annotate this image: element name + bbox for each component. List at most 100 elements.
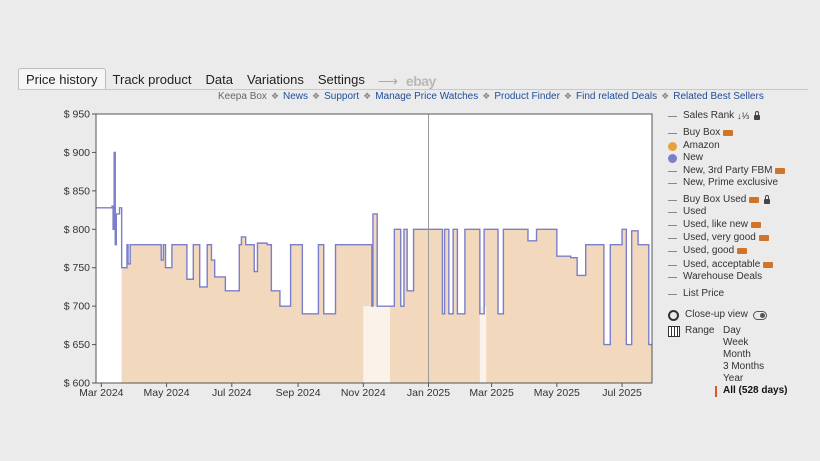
y-tick-label: $ 900 [64,147,90,159]
y-tick-label: $ 800 [64,224,90,236]
range-day[interactable]: Day [723,325,741,336]
plot-frame [95,113,653,384]
range-all[interactable]: All (528 days) [723,385,788,396]
lock-icon [764,194,771,204]
legend-warehouse-deals[interactable]: Warehouse Deals [668,271,762,283]
x-tick-label: Sep 2024 [276,387,321,399]
link-find-related-deals[interactable]: Find related Deals [575,91,658,102]
legend-sales-rank[interactable]: Sales Rank ↓⅓ [668,110,761,122]
diamond-icon: ❖ [482,91,491,101]
truck-icon [758,235,769,241]
stock-gap [479,306,487,383]
diamond-icon: ❖ [270,91,280,101]
diamond-icon: ❖ [563,91,572,101]
legend-label: New, 3rd Party FBM [683,165,773,176]
legend-new[interactable]: New [668,152,703,164]
legend-used-good[interactable]: Used, good [668,245,748,257]
range-3-months[interactable]: 3 Months [723,361,765,372]
truck-icon [737,248,748,254]
legend-label: Used, acceptable [683,259,761,270]
sort-icon[interactable]: ↓⅓ [737,111,750,121]
dash-icon [668,211,677,213]
legend-used-like-new[interactable]: Used, like new [668,219,762,231]
legend-used[interactable]: Used [668,206,706,218]
legend-used-acceptable[interactable]: Used, acceptable [668,259,774,271]
legend-label: Sales Rank [683,110,735,121]
legend-label: Used, good [683,245,735,256]
calendar-icon [668,325,680,337]
x-tick-label: May 2025 [534,387,580,399]
dash-icon [668,199,677,201]
link-product-finder[interactable]: Product Finder [494,91,560,102]
link-support[interactable]: Support [324,91,360,102]
truck-icon [751,222,762,228]
y-tick-label: $ 650 [64,339,90,351]
range-week[interactable]: Week [723,337,749,348]
diamond-icon: ❖ [363,91,372,101]
closeup-view-toggle[interactable]: Close-up view [668,309,767,321]
legend-label: Warehouse Deals [683,271,763,282]
closeup-label: Close-up view [685,309,748,320]
range-year[interactable]: Year [723,373,744,384]
related-links-bar: Keepa Box ❖ News ❖ Support ❖ Manage Pric… [218,91,764,102]
magnifier-icon [668,309,679,321]
legend-list-price[interactable]: List Price [668,288,724,300]
x-tick-label: Mar 2025 [469,387,514,399]
range-month[interactable]: Month [723,349,751,360]
new-dot-icon [668,153,677,163]
legend-new-3p-fbm[interactable]: New, 3rd Party FBM [668,165,786,177]
amazon-dot-icon [668,141,677,151]
tab-price-history[interactable]: Price history [18,68,106,90]
legend-new-prime[interactable]: New, Prime exclusive [668,177,778,189]
dash-icon [668,276,677,278]
range-selected-marker [715,386,717,397]
x-tick-label: Jan 2025 [407,387,450,399]
diamond-icon: ❖ [312,91,321,101]
legend-buy-box[interactable]: Buy Box [668,127,734,139]
dash-icon [668,293,677,295]
legend-buy-box-used[interactable]: Buy Box Used [668,194,771,206]
tab-ebay[interactable]: ebay [405,73,436,89]
dash-icon [668,264,677,266]
truck-icon [775,168,786,174]
truck-icon [749,197,760,203]
dash-icon [668,250,677,252]
tab-variations[interactable]: Variations [247,72,304,87]
link-manage-price-watches[interactable]: Manage Price Watches [375,91,479,102]
tab-track-product[interactable]: Track product [112,72,192,87]
legend-label: Amazon [683,140,720,151]
tab-bar: Price history Track product Data Variati… [18,68,436,90]
legend-label: New, Prime exclusive [683,177,779,188]
link-related-best-sellers[interactable]: Related Best Sellers [673,91,764,102]
legend-used-very-good[interactable]: Used, very good [668,232,769,244]
dash-icon [668,115,677,117]
series-new-line [96,151,652,346]
legend-label: Used, very good [683,232,756,243]
arrow-right-icon: ⟶ [377,73,398,89]
y-tick-label: $ 950 [64,109,90,121]
dash-icon [668,170,677,172]
dash-icon [668,237,677,239]
tab-data[interactable]: Data [205,72,233,87]
truck-icon [763,262,774,268]
range-header: Range [668,325,714,337]
legend-label: List Price [683,288,725,299]
diamond-icon: ❖ [661,91,670,101]
y-tick-label: $ 750 [64,262,90,274]
tab-settings[interactable]: Settings [317,72,365,87]
stock-gap [363,306,391,383]
x-tick-label: Jul 2025 [602,387,642,399]
link-news[interactable]: News [283,91,309,102]
tab-divider [18,89,808,90]
legend-label: New [683,152,704,163]
keepa-box-label: Keepa Box [218,91,267,102]
legend-label: Used [683,206,707,217]
x-tick-label: Jul 2024 [212,387,252,399]
toggle-icon[interactable] [752,310,767,320]
dash-icon [668,132,677,134]
legend-label: Used, like new [683,219,749,230]
legend-amazon[interactable]: Amazon [668,140,720,152]
x-tick-label: May 2024 [144,387,190,399]
